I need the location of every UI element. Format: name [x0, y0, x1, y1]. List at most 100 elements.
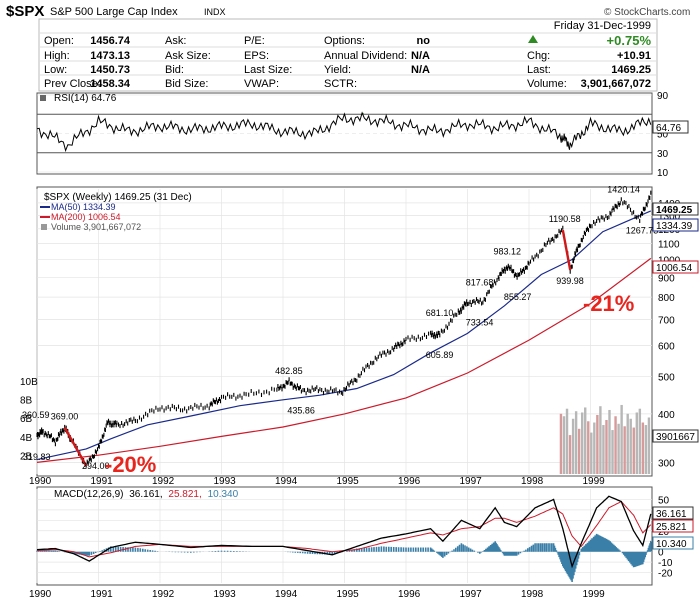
macd-histogram [36, 533, 652, 582]
bid-label: Bid: [165, 64, 184, 76]
prev-close-value: 1458.34 [90, 78, 131, 90]
macd-x-tick-label: 1999 [583, 589, 606, 600]
price-annotation: 1267.73 [626, 226, 659, 236]
price-annotation: 681.10 [426, 308, 454, 318]
ma200-line [36, 257, 652, 463]
eps-label: EPS: [244, 50, 269, 62]
svg-text:25.821: 25.821 [656, 522, 687, 533]
macd-x-tick-label: 1995 [337, 589, 360, 600]
rsi-line [36, 111, 652, 153]
svg-text:1334.39: 1334.39 [656, 221, 693, 232]
price-annotation: 817.68 [466, 278, 494, 288]
price-tick-label: 700 [658, 316, 675, 327]
high-value: 1473.13 [90, 50, 130, 62]
ma200-legend: MA(200) 1006.54 [51, 212, 121, 222]
price-annotation: 855.27 [504, 292, 532, 302]
quote-table [38, 18, 658, 92]
macd-tick-label: -10 [658, 558, 673, 569]
low-label: Low: [44, 64, 67, 76]
quote-date: Friday 31-Dec-1999 [554, 20, 651, 32]
symbol: $SPX [6, 3, 44, 20]
last-label: Last: [527, 64, 551, 76]
exchange: INDX [204, 7, 226, 17]
volume-bar [608, 409, 611, 474]
volume-bar [641, 422, 645, 474]
price-annotation: 605.89 [426, 350, 454, 360]
svg-text:10.340: 10.340 [656, 539, 687, 550]
volume-bar [632, 427, 635, 474]
macd-line [36, 495, 652, 569]
macd-title-value: 36.161, [129, 489, 162, 500]
volume-bar [565, 408, 569, 474]
volume-bar [568, 435, 572, 474]
macd-title: MACD(12,26,9) 36.161, 25.821, 10.340 [54, 489, 239, 500]
prev-close-label: Prev Close: [44, 78, 101, 90]
volume-bar [623, 426, 626, 474]
yield-value: N/A [411, 64, 430, 76]
x-tick-label: 1990 [29, 476, 52, 487]
volume-bar [580, 412, 584, 474]
volume-bar [629, 418, 632, 474]
price-tick-label: 1300 [658, 211, 681, 222]
ma200-value-tag: 1006.54 [652, 260, 699, 274]
price-tick-label: 500 [658, 372, 675, 383]
volume-bar [647, 417, 651, 474]
price-annotation: 482.85 [275, 366, 303, 376]
volume-label: Volume: [527, 78, 567, 90]
volume-bar [605, 420, 608, 474]
svg-text:64.76: 64.76 [656, 123, 681, 134]
x-tick-label: 1999 [583, 476, 606, 487]
volume-bar [584, 407, 587, 474]
volume-bar [587, 421, 590, 474]
yield-label: Yield: [324, 64, 351, 76]
high-label: High: [44, 50, 70, 62]
rsi-layer: 90 50 30 10 [36, 91, 669, 179]
macd-x-tick-label: 1992 [152, 589, 175, 600]
volume-tick-label: 8B [20, 396, 33, 407]
volume-bar [614, 416, 617, 474]
price-legend: $SPX (Weekly) 1469.25 (31 Dec) MA(50) 13… [40, 192, 192, 232]
price-tick-label: 400 [658, 410, 675, 421]
svg-text:MACD(12,26,9) 36.161,: MACD(12,26,9) 36.161, 25.821, 10.340 [54, 489, 239, 500]
decline-segment [63, 426, 88, 467]
open-label: Open: [44, 35, 74, 47]
hist-value-tag: 10.340 [652, 536, 694, 550]
volume-bar [593, 422, 596, 474]
price-tick-label: 600 [658, 342, 675, 353]
price-tick-label: 300 [658, 458, 675, 469]
price-annotation: 1420.14 [607, 184, 640, 194]
ask-label: Ask: [165, 35, 186, 47]
vwap-label: VWAP: [244, 78, 279, 90]
drawdown-label-1990: -20% [105, 452, 156, 477]
volume-bar [577, 428, 581, 474]
macd-tick-label: 50 [658, 495, 670, 506]
volume-bar [599, 406, 602, 474]
macd-value-tag: 36.161 [652, 506, 694, 520]
volume-bar [602, 425, 605, 474]
svg-text:1006.54: 1006.54 [656, 263, 693, 274]
macd-x-tick-label: 1997 [460, 589, 483, 600]
sctr-label: SCTR: [324, 78, 357, 90]
dividend-label: Annual Dividend: [324, 50, 407, 62]
volume-bar [559, 413, 563, 474]
svg-text:3901667: 3901667 [656, 432, 695, 443]
macd-x-tick-label: 1991 [91, 589, 114, 600]
volume-tick-label: 2B [20, 451, 33, 462]
rsi-tick-label: 30 [657, 149, 669, 160]
macd-title-hist: 10.340 [208, 489, 239, 500]
x-tick-label: 1998 [521, 476, 544, 487]
last-size-label: Last Size: [244, 64, 292, 76]
volume-bar [571, 418, 575, 474]
price-annotation: 294.00 [82, 461, 110, 471]
price-annotation: 1190.58 [549, 214, 581, 224]
quote-header: $SPX S&P 500 Large Cap Index INDX © Stoc… [6, 3, 690, 92]
dividend-value: N/A [411, 50, 430, 62]
price-title: $SPX (Weekly) 1469.25 (31 Dec) [44, 192, 192, 203]
x-tick-label: 1997 [460, 476, 483, 487]
rsi-value-tag: 64.76 [652, 120, 689, 134]
chg-value: +10.91 [617, 50, 651, 62]
volume-tick-label: 6B [20, 414, 33, 425]
volume-bar [562, 416, 566, 474]
chg-label: Chg: [527, 50, 550, 62]
